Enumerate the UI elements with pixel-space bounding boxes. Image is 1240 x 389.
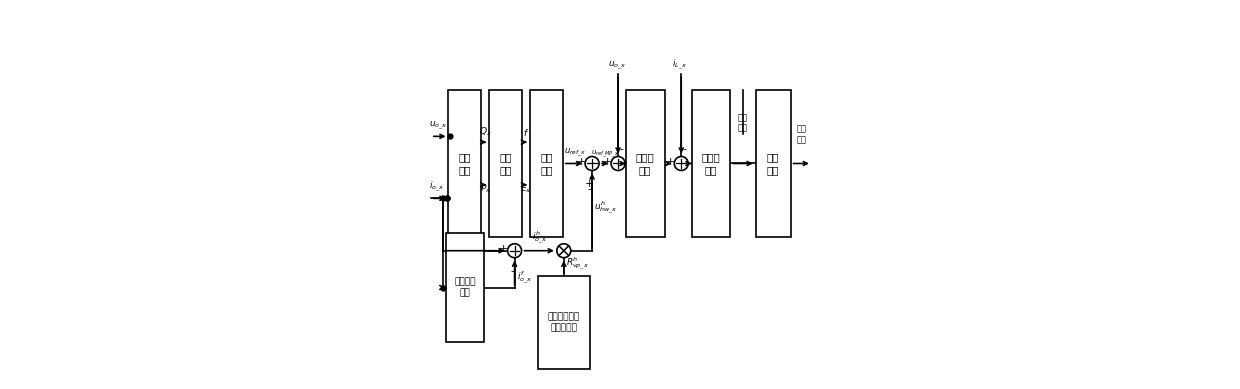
Text: +: +: [603, 156, 611, 166]
Bar: [538, 276, 590, 369]
Text: $\mathit{i}_{o\_x}$: $\mathit{i}_{o\_x}$: [429, 180, 444, 194]
Text: -: -: [620, 145, 624, 154]
Text: 调制
信号: 调制 信号: [738, 113, 748, 133]
Bar: [490, 90, 522, 237]
Text: -: -: [588, 184, 591, 194]
Text: 自调整虚拟谐
波阻抗算法: 自调整虚拟谐 波阻抗算法: [548, 312, 580, 333]
Text: +: +: [585, 179, 594, 189]
Bar: [445, 233, 485, 342]
Text: $u_{ref\_x}$: $u_{ref\_x}$: [564, 146, 585, 159]
Text: 电压
合成: 电压 合成: [541, 152, 553, 175]
Bar: [449, 90, 481, 237]
Text: $f$: $f$: [523, 127, 529, 138]
Text: $\mathit{i}_{L\_x}$: $\mathit{i}_{L\_x}$: [672, 58, 687, 72]
Text: $u_{o\_x}$: $u_{o\_x}$: [609, 60, 627, 72]
Text: 开关
信号: 开关 信号: [796, 125, 806, 144]
Text: $u_{hw\_x}^h$: $u_{hw\_x}^h$: [594, 199, 619, 216]
Text: 调制
模块: 调制 模块: [766, 152, 780, 175]
Text: +: +: [577, 156, 587, 166]
Text: 电压调
节器: 电压调 节器: [636, 152, 655, 175]
Text: 基波电流
提取: 基波电流 提取: [454, 277, 476, 298]
Bar: [692, 90, 730, 237]
Circle shape: [675, 156, 688, 170]
Circle shape: [611, 156, 625, 170]
Text: -: -: [683, 145, 687, 154]
Text: $R_{vp\_x}^h$: $R_{vp\_x}^h$: [565, 255, 589, 272]
Circle shape: [507, 244, 522, 258]
Text: +: +: [498, 244, 508, 254]
Circle shape: [585, 156, 599, 170]
Text: $\mathit{i}_{o\_x}^f$: $\mathit{i}_{o\_x}^f$: [517, 269, 532, 286]
Text: 电流调
节器: 电流调 节器: [702, 152, 720, 175]
Text: $u_{ref\_MP\_x}$: $u_{ref\_MP\_x}$: [591, 149, 619, 160]
Bar: [529, 90, 563, 237]
Circle shape: [557, 244, 570, 258]
Text: $E_x$: $E_x$: [521, 182, 532, 194]
Text: 功率
计算: 功率 计算: [459, 152, 471, 175]
Text: -: -: [511, 266, 515, 276]
Text: $u_{o\_x}$: $u_{o\_x}$: [429, 120, 448, 133]
Text: $Q_x$: $Q_x$: [479, 126, 492, 138]
Text: +: +: [666, 156, 675, 166]
Bar: [755, 90, 791, 237]
Text: $\mathit{i}_{o\_x}^h$: $\mathit{i}_{o\_x}^h$: [532, 229, 547, 246]
Text: 下垂
控制: 下垂 控制: [500, 152, 512, 175]
Bar: [626, 90, 665, 237]
Text: $P_x$: $P_x$: [480, 182, 491, 194]
